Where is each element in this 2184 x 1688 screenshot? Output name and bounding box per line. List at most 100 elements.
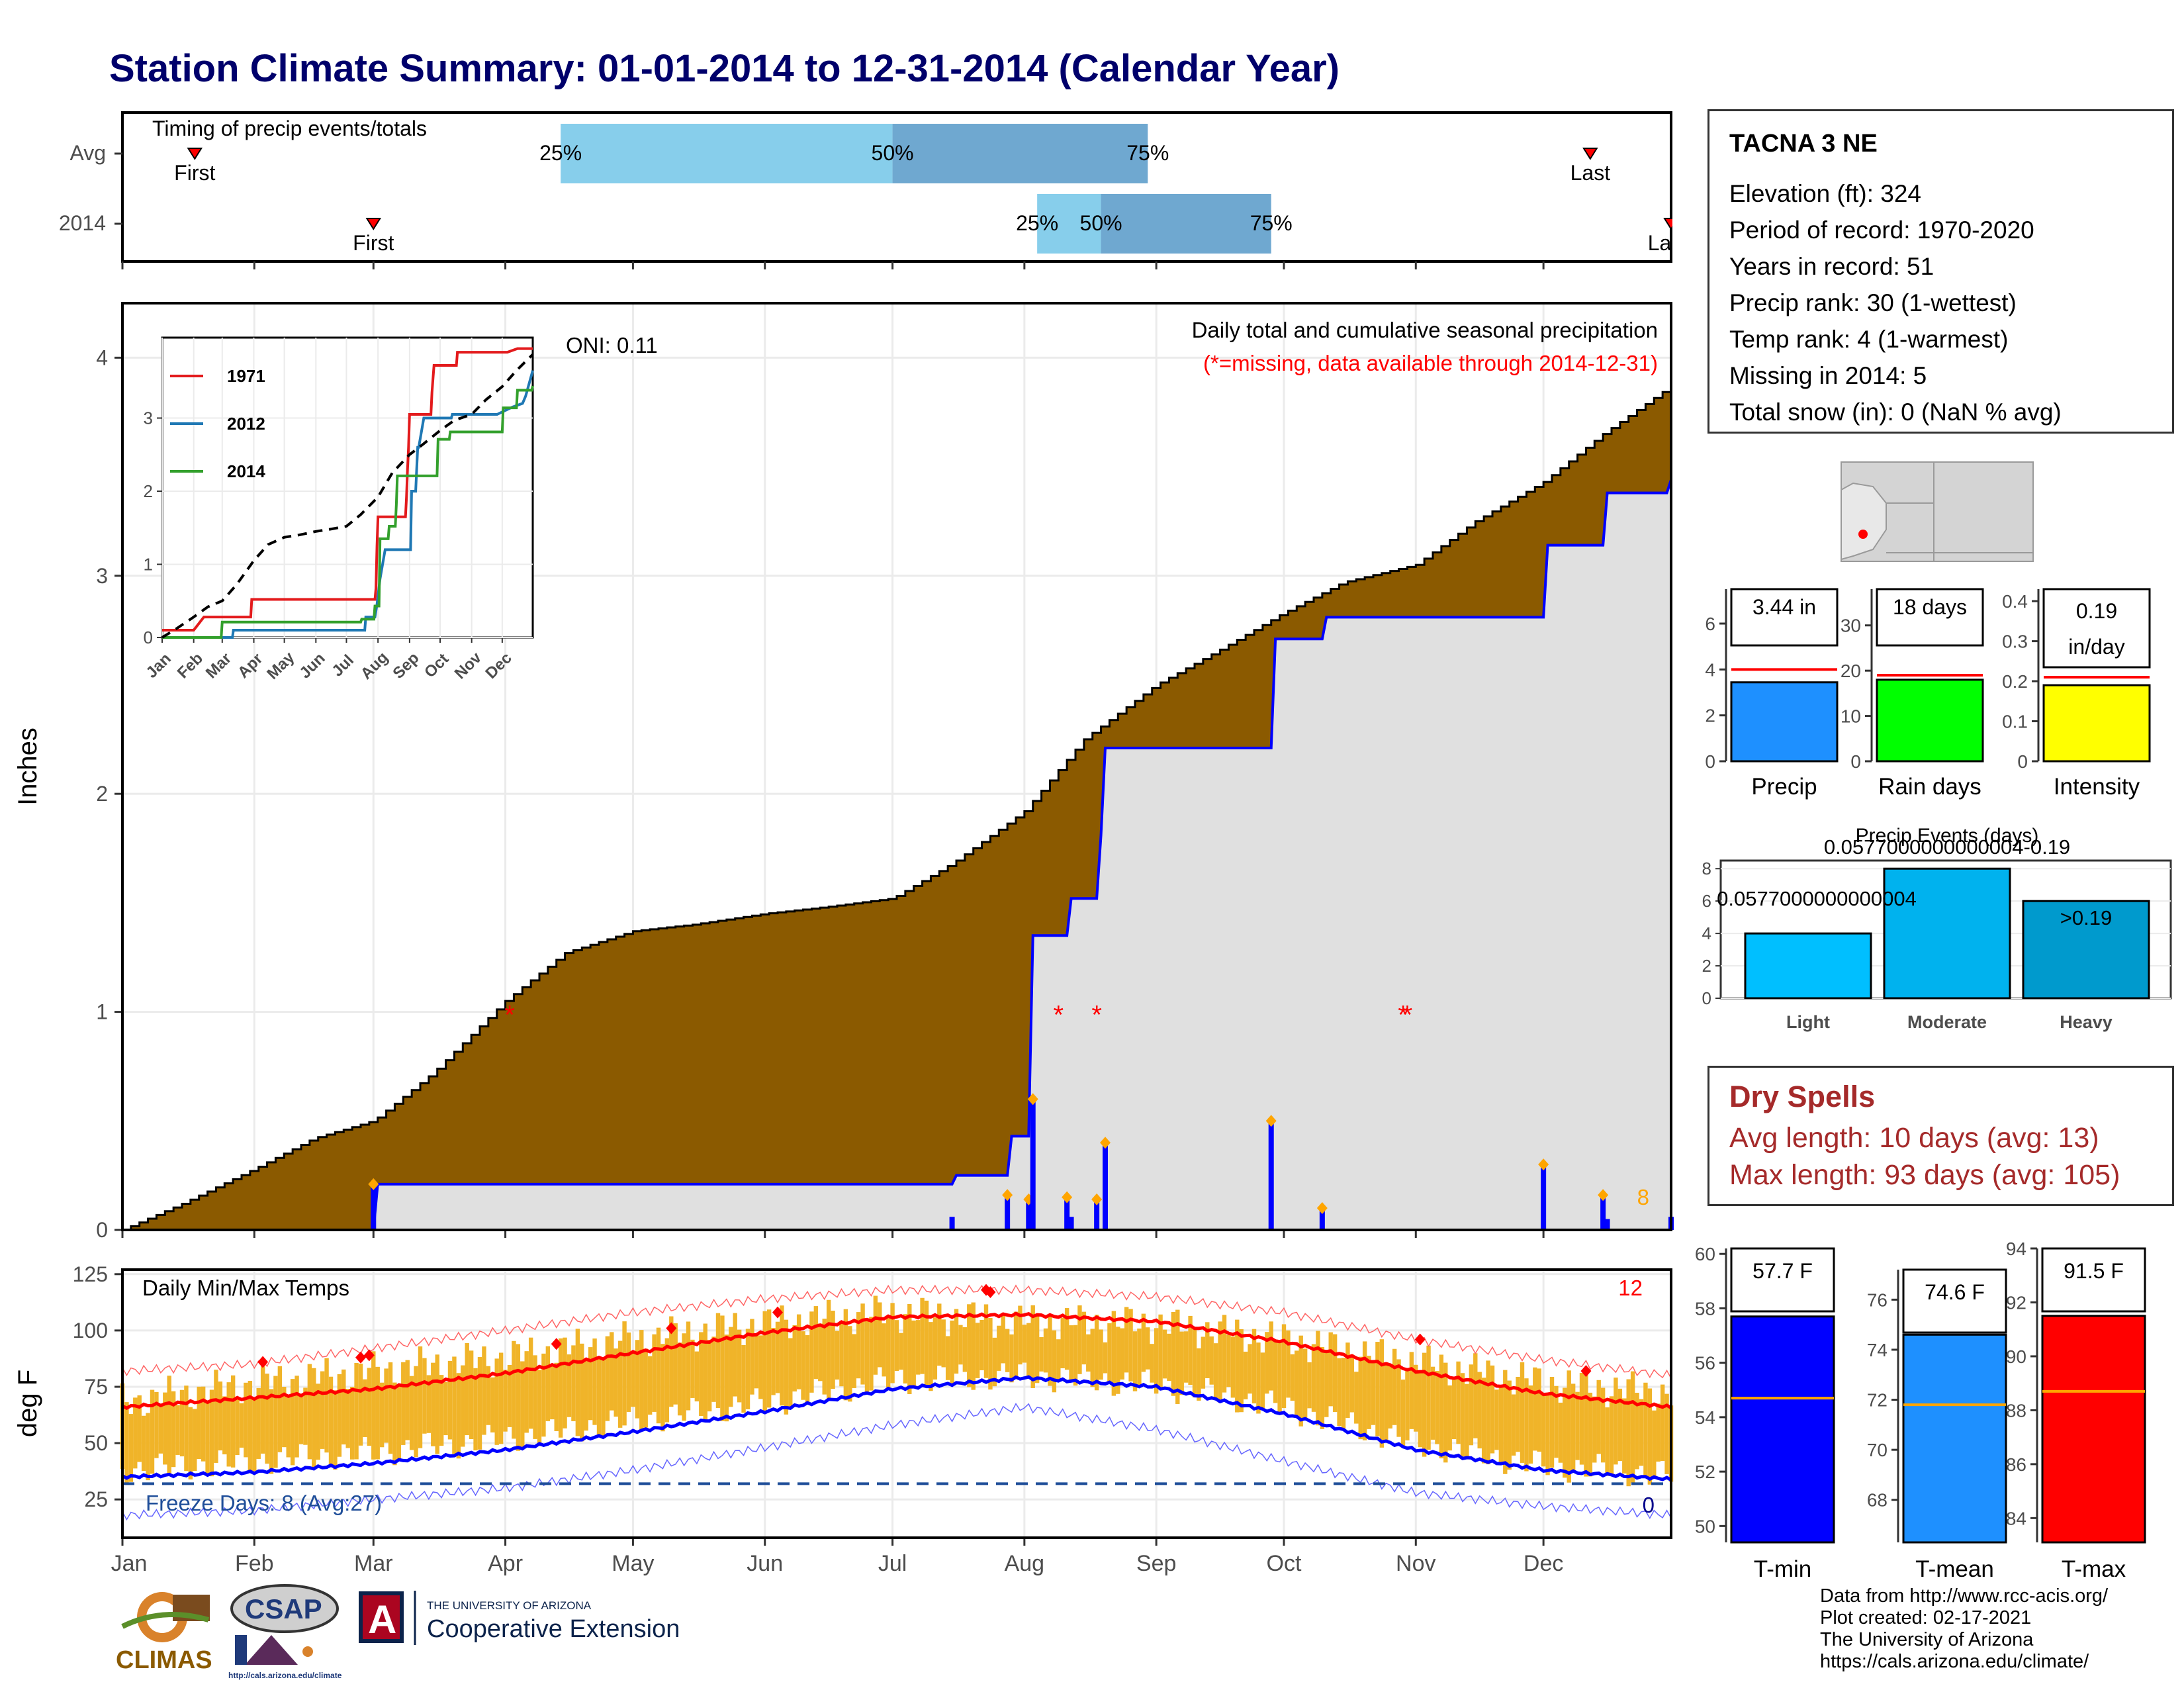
daily-temp-bar bbox=[933, 1317, 938, 1380]
daily-temp-bar bbox=[890, 1303, 895, 1383]
daily-temp-bar bbox=[358, 1364, 363, 1446]
daily-temp-bar bbox=[720, 1315, 725, 1421]
daily-temp-bar bbox=[507, 1364, 512, 1427]
daily-temp-bar bbox=[541, 1353, 546, 1437]
summary-ytick-label: 20 bbox=[1841, 661, 1861, 681]
precip-events-chart: 0 2 4 6 8 Light Moderate Heavy 0.057700000000000… bbox=[1702, 835, 2172, 1032]
summary-value-unit: in/day bbox=[2068, 635, 2124, 659]
record-high-marker bbox=[1580, 1365, 1592, 1378]
temp-summary-ytick-label: 50 bbox=[1695, 1516, 1715, 1536]
daily-temp-bar bbox=[878, 1302, 882, 1368]
daily-temp-bar bbox=[295, 1376, 299, 1458]
daily-temp-bar bbox=[1630, 1371, 1635, 1483]
temp-summary-ytick-label: 68 bbox=[1867, 1490, 1888, 1511]
daily-temp-bar bbox=[1600, 1387, 1606, 1463]
timing-p50-label: 50% bbox=[1080, 211, 1122, 235]
daily-temp-bar bbox=[567, 1354, 572, 1417]
daily-temp-bar bbox=[639, 1330, 644, 1431]
daily-temp-bar bbox=[796, 1314, 801, 1389]
daily-temp-bar bbox=[1077, 1305, 1082, 1374]
map-california bbox=[1841, 482, 1887, 561]
daily-temp-bar bbox=[1332, 1334, 1338, 1413]
summary-ytick-label: 0.2 bbox=[2002, 671, 2028, 692]
daily-temp-bar bbox=[899, 1333, 903, 1370]
daily-temp-bar bbox=[1451, 1378, 1457, 1440]
daily-temp-bar bbox=[384, 1368, 388, 1443]
daily-temp-bar bbox=[703, 1323, 707, 1422]
daily-temp-bar bbox=[1183, 1331, 1189, 1383]
daily-temp-bar bbox=[1354, 1372, 1359, 1424]
credits: Data from http://www.rcc-acis.org/ Plot … bbox=[1820, 1585, 2108, 1673]
daily-temp-bar bbox=[1477, 1372, 1482, 1449]
events-ytick-label: 4 bbox=[1702, 923, 1711, 943]
daily-temp-bar bbox=[1295, 1350, 1299, 1417]
daily-temp-bar bbox=[1039, 1336, 1044, 1372]
daily-temp-bar bbox=[788, 1338, 793, 1407]
daily-temp-bar bbox=[707, 1340, 712, 1412]
daily-temp-bar bbox=[158, 1406, 163, 1454]
summary-category-label: Rain days bbox=[1878, 774, 1981, 800]
daily-precip-bar bbox=[1319, 1208, 1325, 1230]
daily-temp-bar bbox=[1197, 1348, 1201, 1401]
daily-temp-bar bbox=[1141, 1313, 1146, 1372]
daily-temp-bar bbox=[520, 1361, 525, 1447]
daily-temp-bar bbox=[864, 1320, 870, 1395]
daily-precip-bar bbox=[1064, 1197, 1070, 1230]
daily-temp-bar bbox=[1614, 1378, 1618, 1465]
precip-ytick-label: 2 bbox=[96, 782, 108, 806]
daily-temp-bar bbox=[1533, 1367, 1537, 1451]
daily-temp-bar bbox=[784, 1319, 789, 1415]
daily-temp-bar bbox=[1494, 1389, 1499, 1450]
temp-summary-category-label: T-min bbox=[1754, 1556, 1812, 1582]
daily-temp-bar bbox=[992, 1337, 997, 1387]
csap-logo[interactable]: CSAP http://cals.arizona.edu/climate bbox=[228, 1584, 342, 1680]
missing-day-marker: * bbox=[1398, 1001, 1408, 1030]
summary-ytick-label: 30 bbox=[1841, 616, 1861, 636]
daily-temp-bar bbox=[1622, 1398, 1627, 1474]
daily-temp-bar bbox=[1486, 1360, 1490, 1465]
daily-temp-bar bbox=[239, 1403, 244, 1448]
daily-temp-bar bbox=[809, 1311, 814, 1393]
daily-temp-bar bbox=[1570, 1383, 1576, 1472]
daily-temp-bar bbox=[461, 1365, 465, 1447]
daily-temp-bar bbox=[1124, 1307, 1129, 1373]
events-category-label: Light bbox=[1786, 1012, 1830, 1032]
daily-temp-bar bbox=[571, 1345, 576, 1421]
daily-temp-bar bbox=[860, 1303, 865, 1385]
events-bar-label-heavy: >0.19 bbox=[2060, 906, 2112, 929]
events-bar-light bbox=[1744, 932, 1872, 1000]
daily-temp-bar bbox=[622, 1321, 627, 1426]
temp-summary-bar-t-min bbox=[1730, 1315, 1835, 1544]
daily-temp-bar bbox=[1507, 1380, 1512, 1470]
daily-temp-bar bbox=[409, 1376, 414, 1450]
ua-logo[interactable]: A THE UNIVERSITY OF ARIZONA Cooperative … bbox=[359, 1591, 680, 1645]
daily-temp-bar bbox=[1103, 1342, 1108, 1374]
temp-summary-ytick-label: 76 bbox=[1867, 1289, 1888, 1310]
daily-temp-bar bbox=[550, 1364, 555, 1420]
daily-temp-bar bbox=[473, 1368, 478, 1451]
daily-temp-bar bbox=[801, 1331, 805, 1400]
daily-temp-bar bbox=[1277, 1342, 1282, 1414]
daily-temp-bar bbox=[924, 1300, 929, 1386]
daily-temp-bar bbox=[1460, 1373, 1465, 1457]
daily-temp-bar bbox=[839, 1321, 844, 1387]
daily-temp-bar bbox=[1235, 1319, 1240, 1413]
daily-temp-bar bbox=[1388, 1364, 1392, 1429]
temp-summary-ytick-label: 52 bbox=[1695, 1462, 1715, 1482]
daily-temp-bar bbox=[558, 1338, 563, 1438]
ua-a-letter: A bbox=[368, 1597, 396, 1642]
record-high-marker bbox=[772, 1306, 783, 1319]
missing-day-marker: * bbox=[1402, 1001, 1413, 1030]
summary-value-box bbox=[2042, 588, 2151, 669]
daily-temp-bar bbox=[677, 1342, 682, 1416]
daily-temp-bar bbox=[1146, 1327, 1150, 1370]
daily-precip-bar bbox=[1026, 1199, 1032, 1230]
daily-temp-bar bbox=[252, 1397, 257, 1472]
daily-temp-bar bbox=[1286, 1330, 1291, 1398]
daily-temp-bar bbox=[1563, 1387, 1567, 1478]
daily-temp-bar bbox=[1652, 1410, 1657, 1476]
temp-summary-ytick-label: 84 bbox=[2006, 1508, 2026, 1528]
daily-temp-bar bbox=[729, 1327, 733, 1407]
climas-logo[interactable]: CLIMAS bbox=[116, 1592, 212, 1674]
